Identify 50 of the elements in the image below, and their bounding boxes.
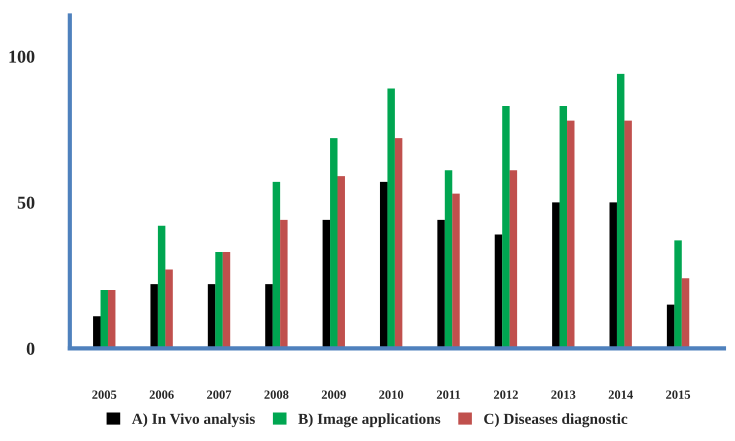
- x-tick-label: 2005: [92, 390, 116, 399]
- bar: [222, 252, 230, 348]
- bar: [682, 278, 690, 348]
- bar: [272, 182, 280, 348]
- bar: [552, 202, 560, 348]
- bar: [330, 138, 338, 348]
- bar: [93, 316, 101, 348]
- bar: [394, 138, 402, 348]
- y-tick-label: 100: [9, 50, 34, 63]
- legend-label: C) Diseases diagnostic: [484, 413, 628, 428]
- x-tick-label: 2006: [150, 390, 174, 399]
- bar: [567, 120, 574, 348]
- bar: [674, 240, 682, 348]
- bar: [624, 120, 632, 348]
- bar: [387, 88, 395, 348]
- bar: [502, 106, 510, 348]
- bar: [338, 176, 345, 348]
- bar: [616, 74, 624, 348]
- bar: [494, 234, 502, 348]
- bar: [322, 220, 330, 348]
- bar: [380, 182, 388, 348]
- x-tick-label: 2008: [264, 390, 288, 399]
- legend-label: A) In Vivo analysis: [132, 413, 255, 428]
- bar: [108, 290, 116, 348]
- bar: [452, 194, 460, 348]
- legend-label: B) Image applications: [298, 413, 440, 428]
- bar: [610, 202, 617, 348]
- bar: [560, 106, 568, 348]
- bar: [208, 284, 216, 348]
- x-tick-label: 2015: [666, 390, 690, 399]
- bar: [437, 220, 445, 348]
- bar: [510, 170, 518, 348]
- x-tick-label: 2009: [322, 390, 346, 399]
- bar: [280, 220, 288, 348]
- x-tick-label: 2010: [379, 390, 404, 399]
- x-tick-label: 2011: [436, 390, 460, 399]
- bar: [265, 284, 273, 348]
- x-tick-label: 2012: [494, 390, 518, 399]
- y-tick-label: 0: [26, 342, 34, 355]
- x-tick-label: 2014: [608, 390, 633, 399]
- bar: [444, 170, 452, 348]
- bar: [666, 304, 674, 348]
- bar: [150, 284, 158, 348]
- x-tick-label: 2013: [551, 390, 576, 399]
- x-tick-label: 2007: [207, 390, 232, 399]
- bar: [158, 226, 166, 348]
- bar: [215, 252, 223, 348]
- y-tick-label: 50: [18, 196, 34, 209]
- bar: [165, 270, 173, 348]
- bar: [100, 290, 108, 348]
